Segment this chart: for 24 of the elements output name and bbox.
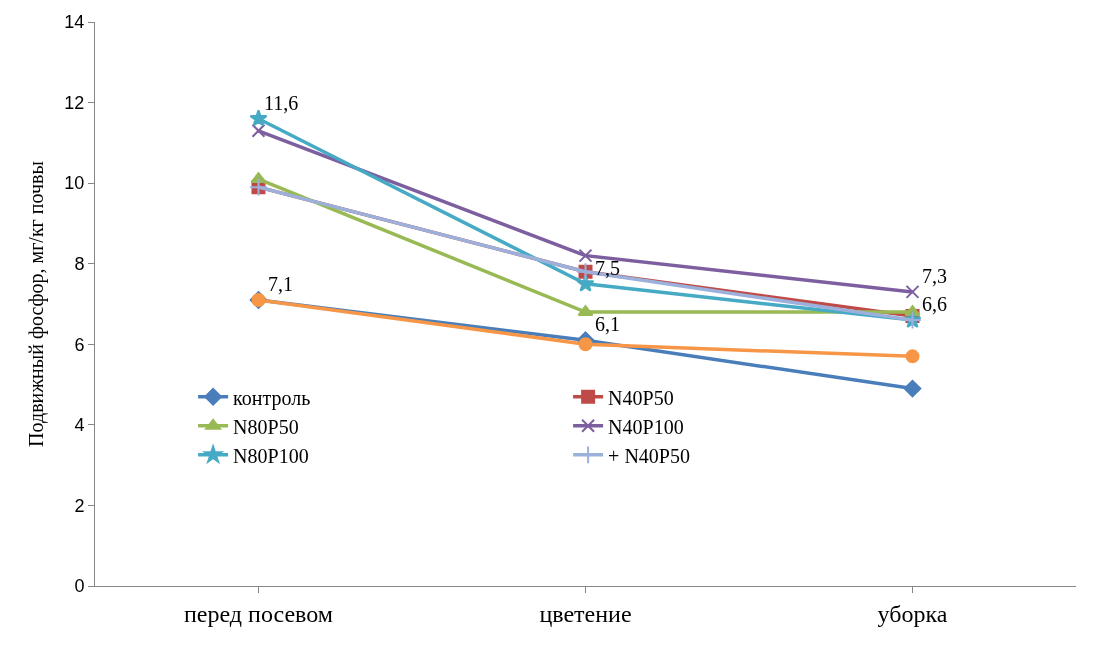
annotation: 7,5 <box>595 257 620 279</box>
y-tick-label: 8 <box>74 254 85 275</box>
y-tick-label: 14 <box>64 12 85 33</box>
legend-label: N40P50 <box>608 386 674 409</box>
y-tick-label: 10 <box>64 173 85 194</box>
x-tick-label: перед посевом <box>184 600 333 627</box>
y-tick-label: 2 <box>74 495 85 516</box>
y-axis-title: Подвижный фосфор, мг/кг почвы <box>24 161 48 447</box>
legend-label: N80P50 <box>233 415 299 438</box>
x-tick-label: цветение <box>539 600 632 627</box>
x-tick-label: уборка <box>877 600 948 627</box>
y-tick-label: 12 <box>64 92 85 113</box>
annotation: 6,6 <box>922 293 947 315</box>
legend-label: + N40P50 <box>608 444 690 467</box>
annotation: 6,1 <box>595 313 620 335</box>
y-tick-label: 0 <box>74 576 85 597</box>
legend-label: N40P100 <box>608 415 684 438</box>
y-tick-label: 6 <box>74 334 85 355</box>
annotation: 7,3 <box>922 265 947 287</box>
annotation: 11,6 <box>264 92 299 114</box>
annotation: 7,1 <box>268 273 293 295</box>
legend-label: N80P100 <box>233 444 309 467</box>
legend-label: контроль <box>233 386 311 410</box>
y-tick-label: 4 <box>74 415 85 436</box>
